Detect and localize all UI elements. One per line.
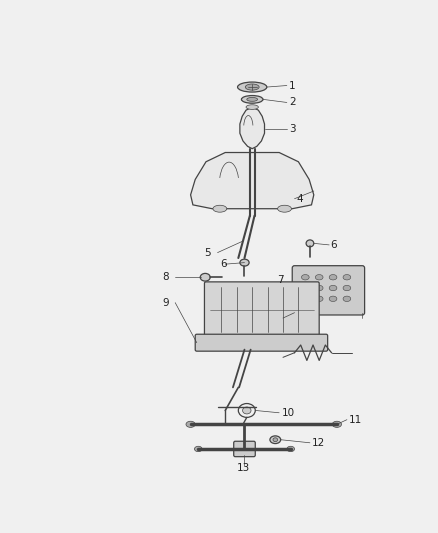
Ellipse shape (278, 205, 291, 212)
Ellipse shape (186, 421, 195, 427)
Ellipse shape (270, 436, 281, 443)
Ellipse shape (246, 105, 258, 109)
Ellipse shape (329, 285, 337, 290)
Ellipse shape (213, 205, 227, 212)
Text: 2: 2 (289, 98, 296, 108)
FancyBboxPatch shape (292, 265, 364, 315)
Ellipse shape (301, 285, 309, 290)
Ellipse shape (194, 446, 202, 451)
Text: 13: 13 (237, 463, 250, 473)
Text: 3: 3 (289, 124, 296, 134)
FancyBboxPatch shape (195, 334, 328, 351)
Ellipse shape (243, 407, 251, 414)
Ellipse shape (343, 285, 351, 290)
Text: 11: 11 (349, 415, 363, 425)
Ellipse shape (301, 296, 309, 302)
FancyBboxPatch shape (205, 282, 319, 337)
Ellipse shape (241, 95, 263, 103)
Text: 8: 8 (162, 272, 169, 282)
Text: 9: 9 (162, 297, 169, 308)
Text: 4: 4 (297, 193, 304, 204)
Text: 1: 1 (289, 80, 296, 91)
Ellipse shape (306, 240, 314, 247)
Text: 12: 12 (312, 438, 325, 448)
FancyBboxPatch shape (234, 441, 255, 457)
Text: 5: 5 (205, 248, 211, 257)
Ellipse shape (329, 296, 337, 302)
Ellipse shape (315, 296, 323, 302)
Ellipse shape (329, 274, 337, 280)
Ellipse shape (332, 421, 342, 427)
Ellipse shape (247, 98, 258, 101)
Ellipse shape (237, 82, 267, 92)
Ellipse shape (343, 274, 351, 280)
Ellipse shape (343, 296, 351, 302)
Ellipse shape (301, 274, 309, 280)
Polygon shape (191, 152, 314, 209)
Text: 7: 7 (278, 274, 284, 285)
Polygon shape (240, 107, 265, 149)
Ellipse shape (200, 273, 210, 281)
Ellipse shape (245, 84, 259, 90)
Text: 6: 6 (220, 259, 226, 269)
Ellipse shape (315, 274, 323, 280)
Ellipse shape (240, 259, 249, 266)
Ellipse shape (315, 285, 323, 290)
Ellipse shape (273, 438, 278, 442)
Ellipse shape (287, 446, 294, 451)
Text: 10: 10 (282, 408, 295, 418)
Text: 6: 6 (331, 240, 337, 250)
